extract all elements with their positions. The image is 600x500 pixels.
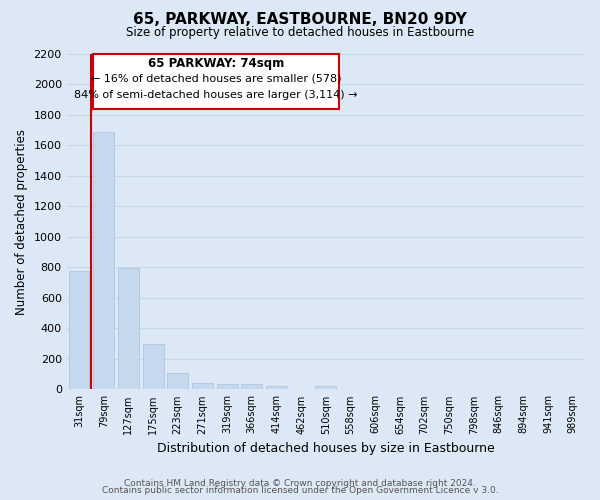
Bar bbox=[217, 384, 238, 390]
Bar bbox=[118, 268, 139, 390]
Bar bbox=[266, 386, 287, 390]
FancyBboxPatch shape bbox=[92, 54, 340, 109]
Bar bbox=[143, 344, 164, 390]
Y-axis label: Number of detached properties: Number of detached properties bbox=[15, 128, 28, 314]
Bar bbox=[241, 384, 262, 390]
Bar bbox=[93, 132, 114, 390]
Bar bbox=[316, 386, 337, 390]
Text: 84% of semi-detached houses are larger (3,114) →: 84% of semi-detached houses are larger (… bbox=[74, 90, 358, 100]
Text: Contains HM Land Registry data © Crown copyright and database right 2024.: Contains HM Land Registry data © Crown c… bbox=[124, 478, 476, 488]
X-axis label: Distribution of detached houses by size in Eastbourne: Distribution of detached houses by size … bbox=[157, 442, 495, 455]
Text: ← 16% of detached houses are smaller (578): ← 16% of detached houses are smaller (57… bbox=[91, 74, 341, 84]
Bar bbox=[68, 270, 89, 390]
Text: 65 PARKWAY: 74sqm: 65 PARKWAY: 74sqm bbox=[148, 57, 284, 70]
Text: 65, PARKWAY, EASTBOURNE, BN20 9DY: 65, PARKWAY, EASTBOURNE, BN20 9DY bbox=[133, 12, 467, 28]
Text: Size of property relative to detached houses in Eastbourne: Size of property relative to detached ho… bbox=[126, 26, 474, 39]
Text: Contains public sector information licensed under the Open Government Licence v : Contains public sector information licen… bbox=[101, 486, 499, 495]
Bar bbox=[167, 372, 188, 390]
Bar bbox=[192, 384, 213, 390]
